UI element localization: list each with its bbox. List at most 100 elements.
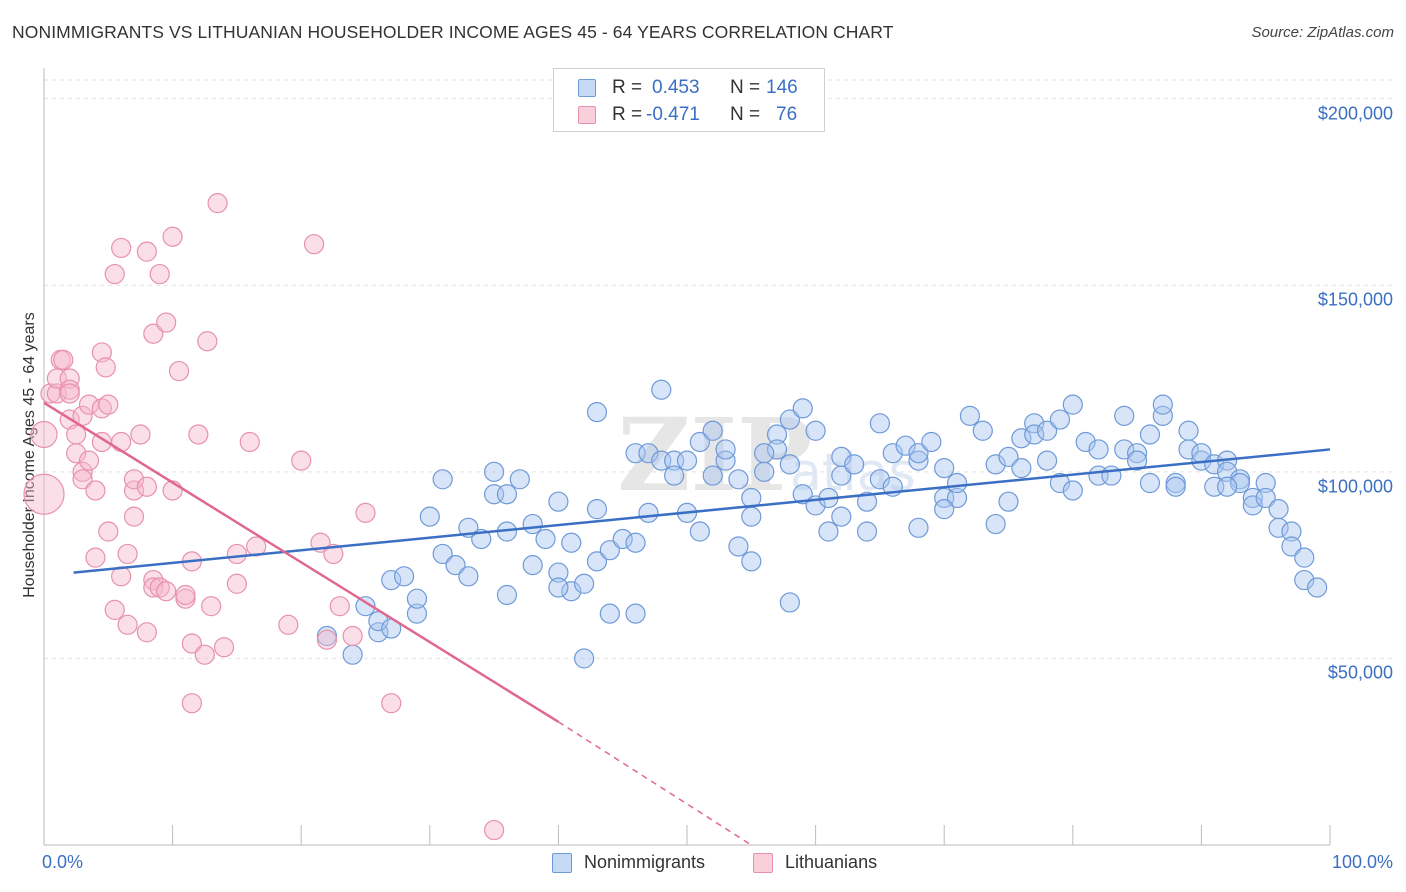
- point-nonimmigrants: [445, 555, 466, 576]
- point-lithuanians: [85, 480, 106, 501]
- point-lithuanians: [98, 521, 119, 542]
- point-nonimmigrants: [998, 491, 1019, 512]
- point-nonimmigrants: [406, 588, 428, 609]
- point-nonimmigrants: [586, 551, 608, 572]
- point-nonimmigrants: [381, 569, 402, 591]
- point-nonimmigrants: [1217, 476, 1238, 497]
- point-nonimmigrants: [1139, 472, 1161, 494]
- point-nonimmigrants: [908, 517, 929, 538]
- point-nonimmigrants: [458, 566, 479, 587]
- point-nonimmigrants: [882, 443, 903, 464]
- point-nonimmigrants: [625, 532, 646, 553]
- point-lithuanians: [168, 360, 190, 382]
- point-nonimmigrants: [792, 398, 813, 419]
- y-tick-label: $200,000: [1317, 103, 1393, 124]
- legend-r-label: R =: [612, 104, 643, 125]
- point-nonimmigrants: [766, 424, 788, 445]
- correlation-legend: R = 0.453 N = 146 R = -0.471 N = 76: [553, 68, 825, 132]
- source-label: Source: ZipAtlas.com: [1251, 24, 1394, 41]
- point-nonimmigrants: [766, 439, 788, 460]
- point-nonimmigrants: [586, 499, 608, 520]
- point-lithuanians: [59, 368, 80, 389]
- point-lithuanians: [143, 323, 164, 344]
- point-nonimmigrants: [368, 622, 389, 643]
- point-nonimmigrants: [869, 413, 891, 434]
- point-nonimmigrants: [972, 420, 993, 441]
- point-nonimmigrants: [702, 420, 723, 441]
- bottom-legend-swatch-nonimmigrants: [552, 853, 572, 873]
- point-lithuanians: [91, 398, 112, 419]
- bottom-legend-swatch-lithuanians: [753, 853, 773, 873]
- point-nonimmigrants: [1049, 472, 1071, 494]
- point-nonimmigrants: [689, 521, 710, 542]
- point-nonimmigrants: [1165, 476, 1186, 497]
- point-nonimmigrants: [856, 521, 878, 542]
- point-nonimmigrants: [728, 536, 749, 557]
- point-lithuanians: [201, 596, 222, 617]
- point-nonimmigrants: [831, 506, 852, 527]
- point-nonimmigrants: [946, 472, 968, 494]
- point-nonimmigrants: [509, 469, 530, 490]
- point-nonimmigrants: [522, 513, 543, 535]
- point-nonimmigrants: [1255, 472, 1276, 494]
- point-nonimmigrants: [1229, 472, 1251, 494]
- y-tick-label: $100,000: [1317, 476, 1393, 497]
- point-nonimmigrants: [496, 584, 518, 606]
- point-nonimmigrants: [1294, 569, 1315, 591]
- point-nonimmigrants: [844, 454, 865, 475]
- point-nonimmigrants: [715, 439, 736, 460]
- point-nonimmigrants: [1307, 577, 1328, 598]
- point-lithuanians: [111, 431, 132, 453]
- point-lithuanians: [123, 480, 145, 501]
- x-tick-label-min: 0.0%: [42, 852, 84, 872]
- legend-n-label: N =: [730, 104, 761, 125]
- point-nonimmigrants: [1268, 517, 1289, 538]
- point-nonimmigrants: [406, 603, 428, 624]
- point-nonimmigrants: [432, 543, 453, 565]
- legend-r-value: -0.471: [646, 104, 700, 125]
- point-nonimmigrants: [1088, 439, 1109, 460]
- point-nonimmigrants: [1075, 431, 1096, 453]
- legend-swatch-pink: [578, 106, 596, 124]
- point-nonimmigrants: [432, 469, 453, 490]
- point-nonimmigrants: [689, 431, 710, 453]
- point-nonimmigrants: [856, 491, 878, 512]
- point-nonimmigrants: [715, 450, 736, 471]
- point-nonimmigrants: [702, 465, 723, 486]
- point-nonimmigrants: [548, 491, 569, 512]
- point-nonimmigrants: [908, 443, 929, 464]
- point-nonimmigrants: [1101, 465, 1122, 486]
- point-nonimmigrants: [1268, 499, 1289, 520]
- point-nonimmigrants: [985, 513, 1006, 535]
- point-nonimmigrants: [393, 566, 415, 587]
- point-lithuanians: [213, 637, 235, 658]
- point-lithuanians: [59, 383, 80, 404]
- point-lithuanians: [104, 263, 125, 285]
- point-nonimmigrants: [1049, 409, 1071, 430]
- point-lithuanians: [123, 469, 145, 490]
- point-nonimmigrants: [574, 573, 595, 594]
- bottom-legend-lithuanians: Lithuanians: [785, 852, 878, 872]
- point-nonimmigrants: [831, 446, 852, 468]
- point-nonimmigrants: [1242, 495, 1263, 516]
- point-lithuanians: [104, 599, 125, 621]
- point-lithuanians: [123, 506, 145, 527]
- legend-r-label: R =: [612, 77, 643, 98]
- point-nonimmigrants: [946, 487, 968, 509]
- point-lithuanians: [226, 543, 247, 565]
- point-lithuanians: [175, 584, 196, 606]
- point-lithuanians: [117, 614, 138, 635]
- point-nonimmigrants: [586, 402, 608, 423]
- point-lithuanians: [30, 420, 58, 449]
- point-lithuanians: [156, 581, 177, 602]
- point-nonimmigrants: [741, 487, 762, 509]
- legend-r-value: 0.453: [652, 77, 700, 98]
- point-lithuanians: [149, 263, 170, 285]
- legend-n-label: N =: [730, 77, 761, 98]
- point-nonimmigrants: [1152, 405, 1173, 426]
- point-nonimmigrants: [1114, 405, 1135, 426]
- point-nonimmigrants: [599, 603, 620, 624]
- y-tick-label: $150,000: [1317, 289, 1393, 310]
- x-tick-label-max: 100.0%: [1331, 852, 1393, 872]
